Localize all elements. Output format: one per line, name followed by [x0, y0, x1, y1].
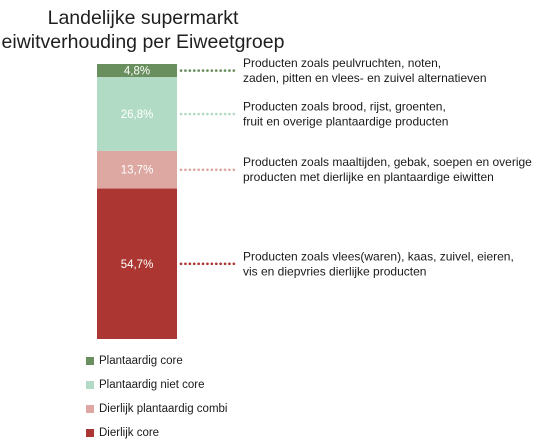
- legend-label-plantaardig-core: Plantaardig core: [99, 355, 183, 367]
- bar-segment-plantaardig-niet-core: [97, 77, 177, 151]
- annotation-dierlijk-core-line-1: Producten zoals vlees(waren), kaas, zuiv…: [243, 249, 514, 263]
- data-label-plantaardig-core: 4,8%: [124, 66, 150, 78]
- bar-segment-plantaardig-core: [97, 64, 177, 78]
- legend-label-dierlijk-plantaardig-combi: Dierlijk plantaardig combi: [99, 403, 228, 415]
- data-label-dierlijk-plantaardig-combi: 13,7%: [121, 165, 154, 177]
- data-label-dierlijk-core: 54,7%: [121, 259, 154, 271]
- chart-title-line-2: eiwitverhouding per Eiweetgroep: [1, 31, 285, 53]
- chart-title: Landelijke supermarkt eiwitverhouding pe…: [0, 6, 286, 54]
- annotation-dierlijk-plantaardig-combi-line-2: producten met dierlijke en plantaardige …: [243, 170, 494, 184]
- annotation-dierlijk-core-line-2: vis en diepvries dierlijke producten: [243, 264, 426, 278]
- annotation-plantaardig-core-line-2: zaden, pitten en vlees- en zuivel altern…: [243, 71, 487, 85]
- chart-title-line-1: Landelijke supermarkt: [47, 7, 239, 29]
- legend-swatch-plantaardig-core: [86, 357, 94, 365]
- legend-item-plantaardig-core: Plantaardig core: [86, 349, 227, 373]
- data-label-plantaardig-niet-core: 26,8%: [121, 109, 154, 121]
- legend-label-plantaardig-niet-core: Plantaardig niet core: [99, 379, 205, 391]
- annotation-plantaardig-core-line-1: Producten zoals peulvruchten, noten,: [243, 56, 441, 70]
- annotation-plantaardig-niet-core-line-2: fruit en overige plantaardige producten: [243, 115, 448, 129]
- legend-item-dierlijk-plantaardig-combi: Dierlijk plantaardig combi: [86, 397, 227, 421]
- bar-segment-dierlijk-plantaardig-combi: [97, 150, 177, 189]
- annotation-dierlijk-plantaardig-combi-line-1: Producten zoals maaltijden, gebak, soepe…: [243, 155, 532, 169]
- annotation-plantaardig-niet-core-line-1: Producten zoals brood, rijst, groenten,: [243, 100, 446, 114]
- legend-item-dierlijk-core: Dierlijk core: [86, 421, 227, 445]
- legend-label-dierlijk-core: Dierlijk core: [99, 427, 160, 439]
- legend-swatch-dierlijk-plantaardig-combi: [86, 405, 94, 413]
- bar-segment-dierlijk-core: [97, 188, 177, 339]
- chart-legend: Plantaardig core Plantaardig niet core Die…: [86, 349, 227, 445]
- legend-swatch-plantaardig-niet-core: [86, 381, 94, 389]
- legend-swatch-dierlijk-core: [86, 429, 94, 437]
- legend-item-plantaardig-niet-core: Plantaardig niet core: [86, 373, 227, 397]
